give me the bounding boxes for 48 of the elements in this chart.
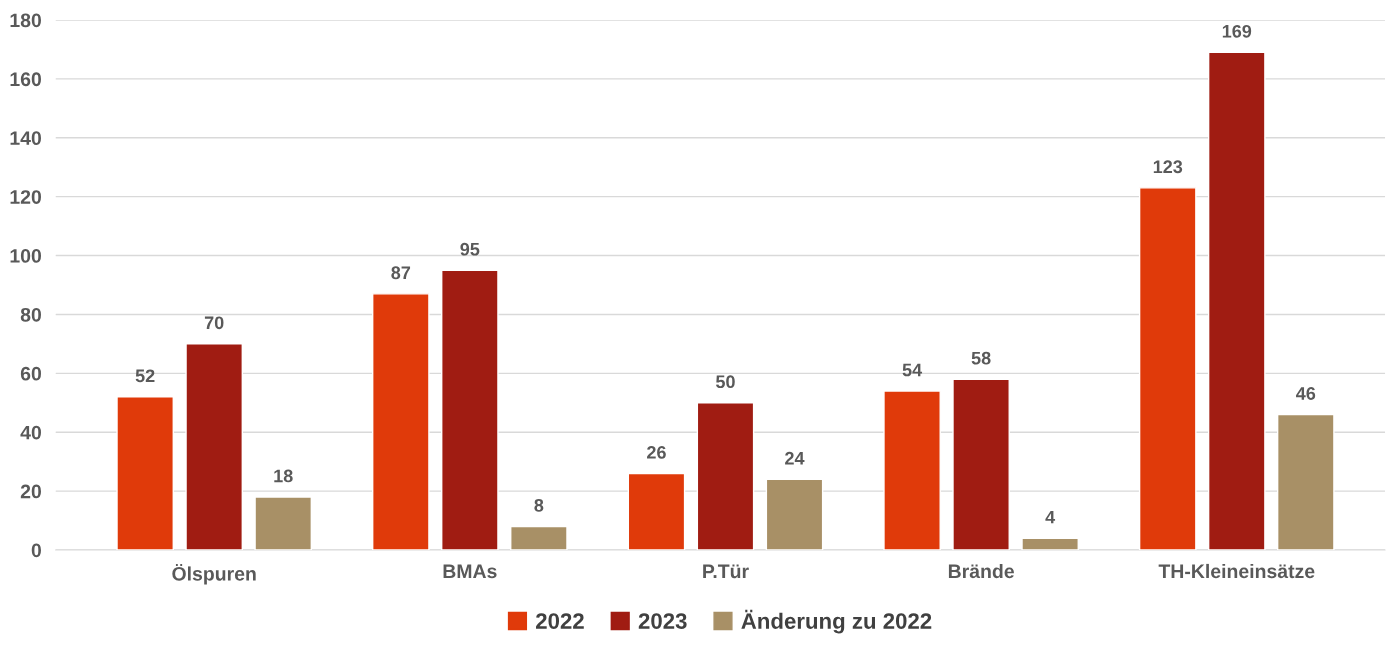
data-label: 18 bbox=[274, 469, 293, 483]
x-tick-label: P.Tür bbox=[703, 564, 749, 579]
data-label: 58 bbox=[971, 351, 991, 365]
bar bbox=[952, 378, 1010, 550]
x-tick-label: Ölspuren bbox=[172, 563, 256, 585]
bar bbox=[883, 390, 941, 550]
data-label: 50 bbox=[715, 375, 735, 389]
bar bbox=[627, 472, 686, 550]
x-tick-label: BMAs bbox=[443, 564, 497, 579]
bar bbox=[510, 525, 568, 550]
legend-label: 2023 bbox=[638, 613, 687, 629]
data-label: 169 bbox=[1222, 24, 1252, 38]
data-label: 8 bbox=[534, 498, 544, 512]
bar bbox=[1021, 537, 1079, 550]
y-tick-label: 140 bbox=[10, 131, 41, 146]
data-label: 26 bbox=[647, 445, 666, 459]
data-label: 123 bbox=[1153, 160, 1183, 174]
y-tick-label: 180 bbox=[10, 13, 41, 28]
legend-label: 2022 bbox=[536, 613, 584, 629]
bar bbox=[254, 496, 313, 550]
y-tick-label: 20 bbox=[20, 484, 41, 499]
y-tick-label: 0 bbox=[31, 543, 41, 558]
y-tick-label: 80 bbox=[20, 307, 41, 322]
y-tick-label: 60 bbox=[20, 366, 41, 381]
y-tick-label: 120 bbox=[10, 190, 41, 204]
bar bbox=[371, 293, 430, 550]
data-label: 70 bbox=[204, 316, 224, 330]
y-tick-label: 160 bbox=[10, 72, 41, 87]
y-tick-label: 40 bbox=[20, 425, 41, 440]
x-tick-label: TH-Kleineinsätze bbox=[1158, 563, 1315, 579]
bar bbox=[696, 402, 755, 550]
bar bbox=[1207, 51, 1266, 550]
bar bbox=[116, 396, 174, 550]
data-label: 4 bbox=[1045, 510, 1056, 524]
data-label: 52 bbox=[135, 369, 155, 383]
data-label: 46 bbox=[1296, 387, 1316, 400]
y-tick-label: 100 bbox=[10, 249, 41, 263]
data-label: 54 bbox=[902, 363, 923, 377]
bar bbox=[1138, 187, 1197, 550]
x-tick-label: Brände bbox=[948, 563, 1014, 579]
bar bbox=[765, 478, 824, 550]
data-label: 87 bbox=[391, 266, 411, 280]
legend-label: Änderung zu 2022 bbox=[741, 609, 932, 634]
data-label: 95 bbox=[460, 242, 480, 256]
data-label: 24 bbox=[785, 451, 805, 465]
bar bbox=[441, 269, 499, 550]
bar bbox=[1276, 413, 1335, 550]
bar bbox=[185, 343, 243, 550]
